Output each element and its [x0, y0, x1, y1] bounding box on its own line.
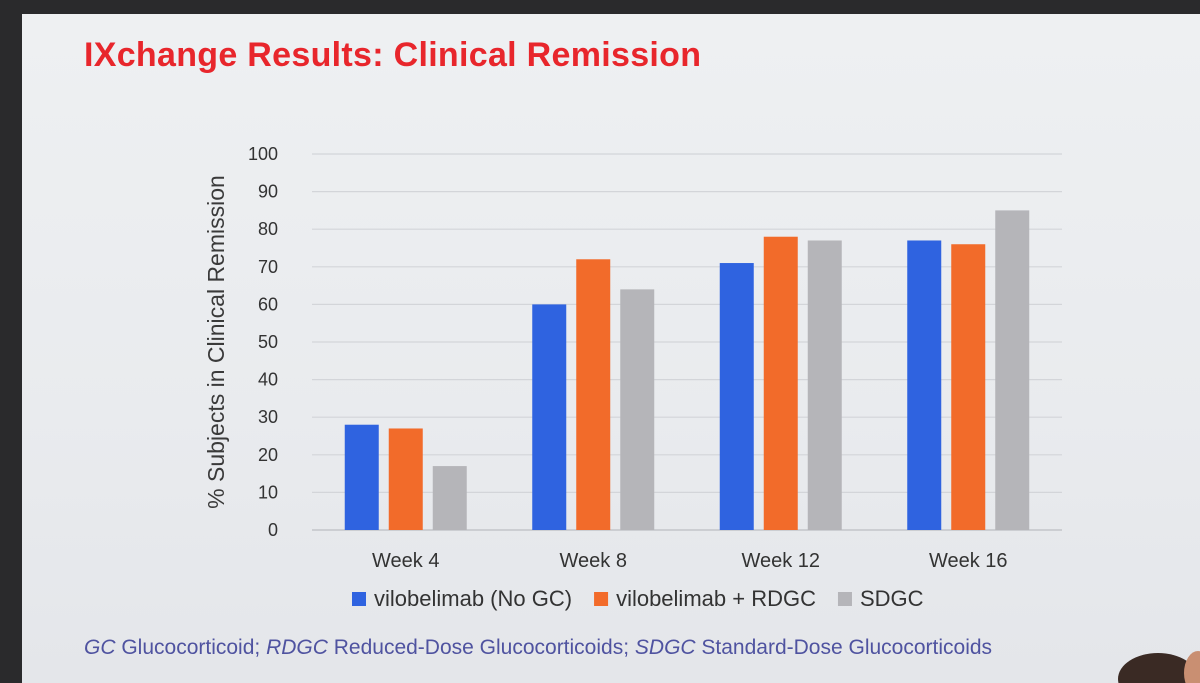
bar: [995, 210, 1030, 530]
y-tick-label: 80: [258, 219, 278, 239]
bar: [719, 263, 754, 530]
y-axis-label: % Subjects in Clinical Remission: [203, 175, 229, 509]
y-tick-label: 10: [258, 482, 278, 502]
y-tick-label: 30: [258, 407, 278, 427]
bar: [807, 240, 842, 531]
y-tick-label: 0: [268, 520, 278, 540]
y-tick-label: 20: [258, 445, 278, 465]
bar: [576, 259, 611, 530]
bar: [432, 466, 467, 530]
abbreviation-footnote: GC Glucocorticoid; RDGC Reduced-Dose Glu…: [84, 636, 992, 660]
y-tick-label: 100: [248, 144, 278, 164]
footnote-text-sdgc: Standard-Dose Glucocorticoids: [695, 636, 993, 659]
bar: [388, 428, 423, 530]
legend-label: vilobelimab (No GC): [374, 586, 572, 611]
bar: [763, 236, 798, 530]
bar: [344, 424, 379, 530]
bar: [620, 289, 655, 530]
y-tick-label: 50: [258, 332, 278, 352]
y-tick-label: 70: [258, 257, 278, 277]
legend-swatch: [352, 592, 366, 606]
presentation-slide: IXchange Results: Clinical Remission 0 10…: [22, 14, 1200, 683]
y-tick-label: 60: [258, 294, 278, 314]
legend-label: SDGC: [860, 586, 924, 611]
slide-title: IXchange Results: Clinical Remission: [84, 36, 702, 74]
x-tick-label: Week 4: [372, 550, 439, 572]
footnote-abbr-sdgc: SDGC: [634, 636, 696, 659]
legend-label: vilobelimab + RDGC: [616, 586, 816, 611]
bar: [907, 240, 942, 531]
footnote-text-rdgc: Reduced-Dose Glucocorticoids;: [327, 636, 635, 659]
x-tick-label: Week 12: [741, 550, 820, 572]
speaker-head-silhouette: [1118, 651, 1200, 683]
bar-chart: 0 10 20 30 40 50 60 70 80 90 100 % Subjects in Clin…: [203, 144, 1062, 611]
x-tick-label: Week 8: [560, 550, 627, 572]
y-tick-label: 90: [258, 182, 278, 202]
legend-swatch: [837, 592, 852, 606]
footnote-abbr-gc: GC: [84, 636, 116, 659]
footnote-text-gc: Glucocorticoid;: [115, 636, 267, 659]
footnote-abbr-rdgc: RDGC: [266, 636, 328, 659]
bar: [951, 244, 986, 531]
bar: [532, 304, 567, 530]
y-tick-label: 40: [258, 370, 278, 390]
x-tick-label: Week 16: [929, 550, 1008, 572]
legend-swatch: [594, 592, 609, 606]
